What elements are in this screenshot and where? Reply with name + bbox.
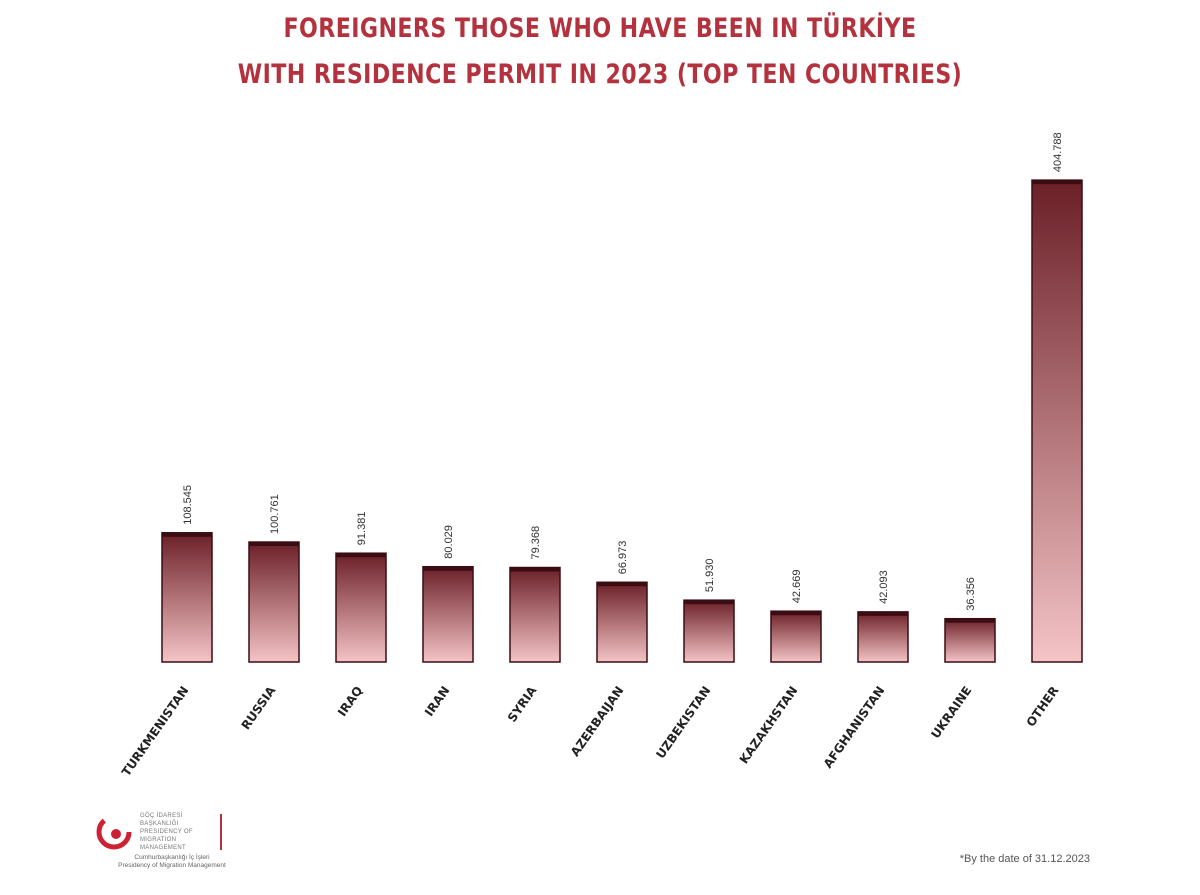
value-labels-group: 108.545 100.761 91.381 80.029 79.368 66.973 51… <box>182 132 1064 610</box>
value-label: 404.788 <box>1052 132 1064 172</box>
logo-text-line: GÖÇ İDARESİ <box>140 813 183 819</box>
chart-title-line-1: FOREIGNERS THOSE WHO HAVE BEEN IN TÜRKİY… <box>283 13 917 44</box>
category-label: OTHER <box>1024 684 1062 730</box>
logo-text-line: MIGRATION <box>140 837 177 843</box>
bar-top-edge <box>771 611 821 616</box>
chart-title: FOREIGNERS THOSE WHO HAVE BEEN IN TÜRKİY… <box>0 6 1200 98</box>
value-label: 91.381 <box>356 512 368 546</box>
logo-text-line: MANAGEMENT <box>140 845 187 851</box>
logo-divider <box>220 814 222 850</box>
value-label: 51.930 <box>704 559 716 593</box>
bar-kazakhstan <box>770 610 822 663</box>
value-label: 108.545 <box>182 485 194 525</box>
category-labels-group: TURKMENISTAN RUSSIA IRAQ IRAN SYRIA AZERBAIJA… <box>119 683 1061 779</box>
bar-azerbaijan <box>596 581 648 663</box>
bar-top-edge <box>597 582 647 587</box>
bar-iran <box>422 565 474 663</box>
chart-title-line-2: WITH RESIDENCE PERMIT IN 2023 (TOP TEN C… <box>237 59 963 90</box>
bar-top-edge <box>162 532 212 537</box>
logo-subtitle: Cumhurbaşkanlığı İç İşleri Presidency of… <box>92 854 252 870</box>
footnote: *By the date of 31.12.2023 <box>959 853 1090 865</box>
category-label: UZBEKISTAN <box>653 684 713 761</box>
bar-syria <box>509 566 561 663</box>
category-label: IRAQ <box>335 684 366 719</box>
value-label: 42.669 <box>791 570 803 604</box>
bar-turkmenistan <box>161 532 213 663</box>
category-label: SYRIA <box>505 683 540 725</box>
category-label: IRAN <box>422 684 452 719</box>
bar-top-edge <box>1032 180 1082 185</box>
logo-sub-line: Cumhurbaşkanlığı İç İşleri <box>134 854 210 861</box>
logo-sub-line: Presidency of Migration Management <box>118 862 226 869</box>
bar-top-edge <box>423 566 473 571</box>
bar-other <box>1031 179 1083 663</box>
bar-russia <box>248 541 300 663</box>
bar-top-edge <box>249 542 299 547</box>
category-label: AFGHANISTAN <box>821 684 888 771</box>
bar-afghanistan <box>857 611 909 663</box>
bar-top-edge <box>510 567 560 572</box>
value-label: 100.761 <box>269 494 281 534</box>
category-label: KAZAKHSTAN <box>737 684 801 767</box>
bar-top-edge <box>945 618 995 623</box>
value-label: 66.973 <box>617 541 629 575</box>
bar-top-edge <box>336 553 386 558</box>
bar-ukraine <box>944 617 996 663</box>
logo-text-line: PRESIDENCY OF <box>140 829 193 835</box>
bar-uzbekistan <box>683 599 735 663</box>
bars-group <box>161 179 1083 663</box>
category-label: RUSSIA <box>239 683 279 732</box>
category-label: AZERBAIJAN <box>568 684 627 759</box>
category-label: UKRAINE <box>928 684 974 741</box>
value-label: 79.368 <box>530 526 542 560</box>
bar-top-edge <box>684 600 734 605</box>
bar-iraq <box>335 552 387 663</box>
category-label: TURKMENISTAN <box>119 684 191 779</box>
value-label: 42.093 <box>878 570 890 604</box>
presidency-logo: GÖÇ İDARESİ BAŞKANLIĞI PRESIDENCY OF MIG… <box>92 808 252 878</box>
logo-text-line: BAŞKANLIĞI <box>140 821 179 827</box>
value-label: 80.029 <box>443 525 455 559</box>
logo-text: GÖÇ İDARESİ BAŞKANLIĞI PRESIDENCY OF MIG… <box>140 812 218 852</box>
value-label: 36.356 <box>965 577 977 611</box>
crescent-logo-icon <box>96 814 132 850</box>
bar-top-edge <box>858 611 908 616</box>
